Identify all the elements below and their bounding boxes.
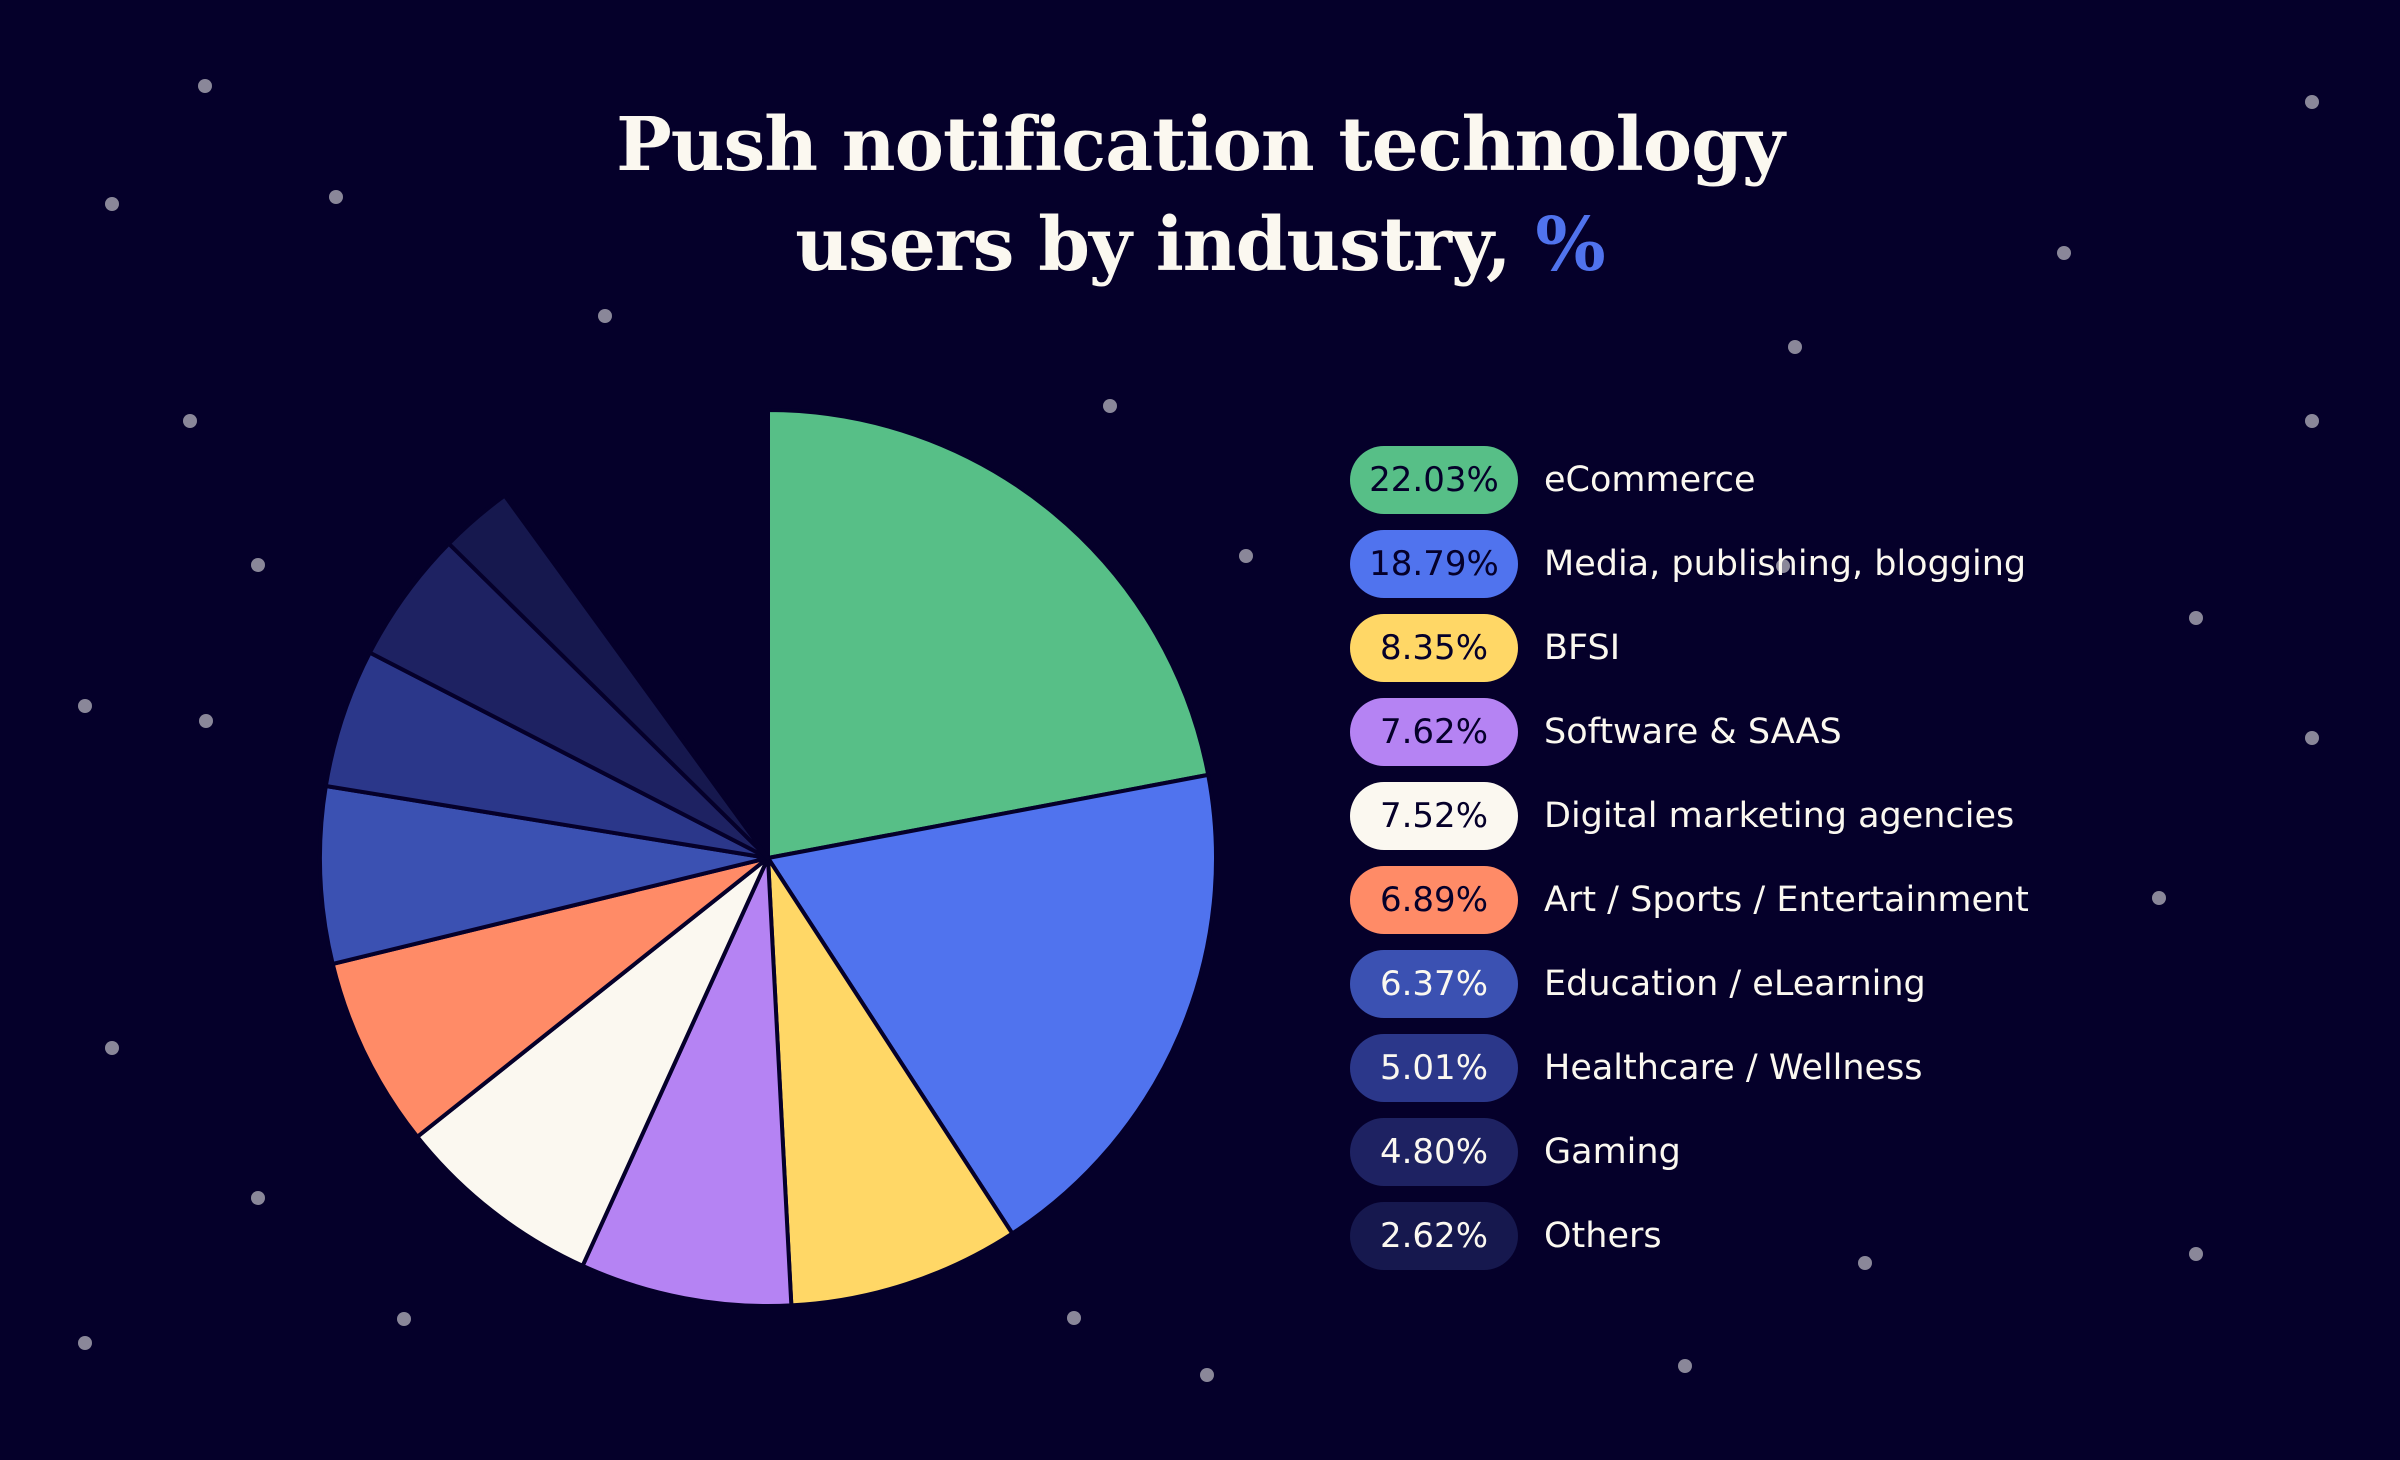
star-dot <box>251 558 265 572</box>
legend-label: Education / eLearning <box>1544 964 1926 1004</box>
legend-value-pill: 7.52% <box>1350 782 1518 850</box>
star-dot <box>2305 731 2319 745</box>
legend-value-pill: 2.62% <box>1350 1202 1518 1270</box>
star-dot <box>1858 1256 1872 1270</box>
legend-label: BFSI <box>1544 628 1621 668</box>
legend-label: Digital marketing agencies <box>1544 796 2015 836</box>
pie-slice-4 <box>415 856 770 1268</box>
legend-item: 7.62% Software & SAAS <box>1350 698 2029 766</box>
legend: 22.03% eCommerce 18.79% Media, publishing, … <box>1350 446 2029 1286</box>
legend-value-pill: 4.80% <box>1350 1118 1518 1186</box>
star-dot <box>329 190 343 204</box>
legend-value-pill: 18.79% <box>1350 530 1518 598</box>
star-dot <box>1788 340 1802 354</box>
star-dot <box>1239 549 1253 563</box>
legend-label: Others <box>1544 1216 1662 1256</box>
star-dot <box>2189 1247 2203 1261</box>
legend-label: Gaming <box>1544 1132 1681 1172</box>
pie-slice-1 <box>766 772 1218 1236</box>
legend-label: eCommerce <box>1544 460 1756 500</box>
legend-label: Art / Sports / Entertainment <box>1544 880 2029 920</box>
star-dot <box>1200 1368 1214 1382</box>
legend-value-pill: 5.01% <box>1350 1034 1518 1102</box>
star-dot <box>2189 611 2203 625</box>
legend-label: Media, publishing, blogging <box>1544 544 2027 584</box>
star-dot <box>78 1336 92 1350</box>
chart-title: Push notification technology users by in… <box>0 95 2400 295</box>
pie-slice-3 <box>580 856 794 1308</box>
star-dot <box>397 1312 411 1326</box>
star-dot <box>1103 399 1117 413</box>
legend-value-pill: 7.62% <box>1350 698 1518 766</box>
legend-item: 18.79% Media, publishing, blogging <box>1350 530 2029 598</box>
star-dot <box>1776 559 1790 573</box>
legend-item: 8.35% BFSI <box>1350 614 2029 682</box>
title-line-2: users by industry, % <box>795 202 1606 288</box>
star-dot <box>78 699 92 713</box>
legend-item: 6.89% Art / Sports / Entertainment <box>1350 866 2029 934</box>
pie-slice-2 <box>766 856 1015 1308</box>
legend-label: Software & SAAS <box>1544 712 1842 752</box>
star-dot <box>1067 1311 1081 1325</box>
legend-value-pill: 6.89% <box>1350 866 1518 934</box>
legend-item: 5.01% Healthcare / Wellness <box>1350 1034 2029 1102</box>
legend-value-pill: 8.35% <box>1350 614 1518 682</box>
pie-slice-9 <box>446 493 770 860</box>
pie-slice-6 <box>318 783 770 966</box>
star-dot <box>2305 414 2319 428</box>
star-dot <box>105 197 119 211</box>
star-dot <box>183 414 197 428</box>
star-dot <box>105 1041 119 1055</box>
legend-item: 7.52% Digital marketing agencies <box>1350 782 2029 850</box>
pie-slice-0 <box>766 408 1211 860</box>
star-dot <box>2057 246 2071 260</box>
title-line-1: Push notification technology <box>616 102 1785 188</box>
legend-value-pill: 22.03% <box>1350 446 1518 514</box>
legend-item: 6.37% Education / eLearning <box>1350 950 2029 1018</box>
legend-label: Healthcare / Wellness <box>1544 1048 1923 1088</box>
star-dot <box>251 1191 265 1205</box>
star-dot <box>2152 891 2166 905</box>
star-dot <box>1678 1359 1692 1373</box>
legend-item: 2.62% Others <box>1350 1202 2029 1270</box>
legend-value-pill: 6.37% <box>1350 950 1518 1018</box>
star-dot <box>2305 95 2319 109</box>
star-dot <box>198 79 212 93</box>
pie-slice-5 <box>330 856 770 1139</box>
legend-item: 4.80% Gaming <box>1350 1118 2029 1186</box>
legend-item: 22.03% eCommerce <box>1350 446 2029 514</box>
title-accent: % <box>1535 202 1605 288</box>
star-dot <box>199 714 213 728</box>
star-dot <box>598 309 612 323</box>
